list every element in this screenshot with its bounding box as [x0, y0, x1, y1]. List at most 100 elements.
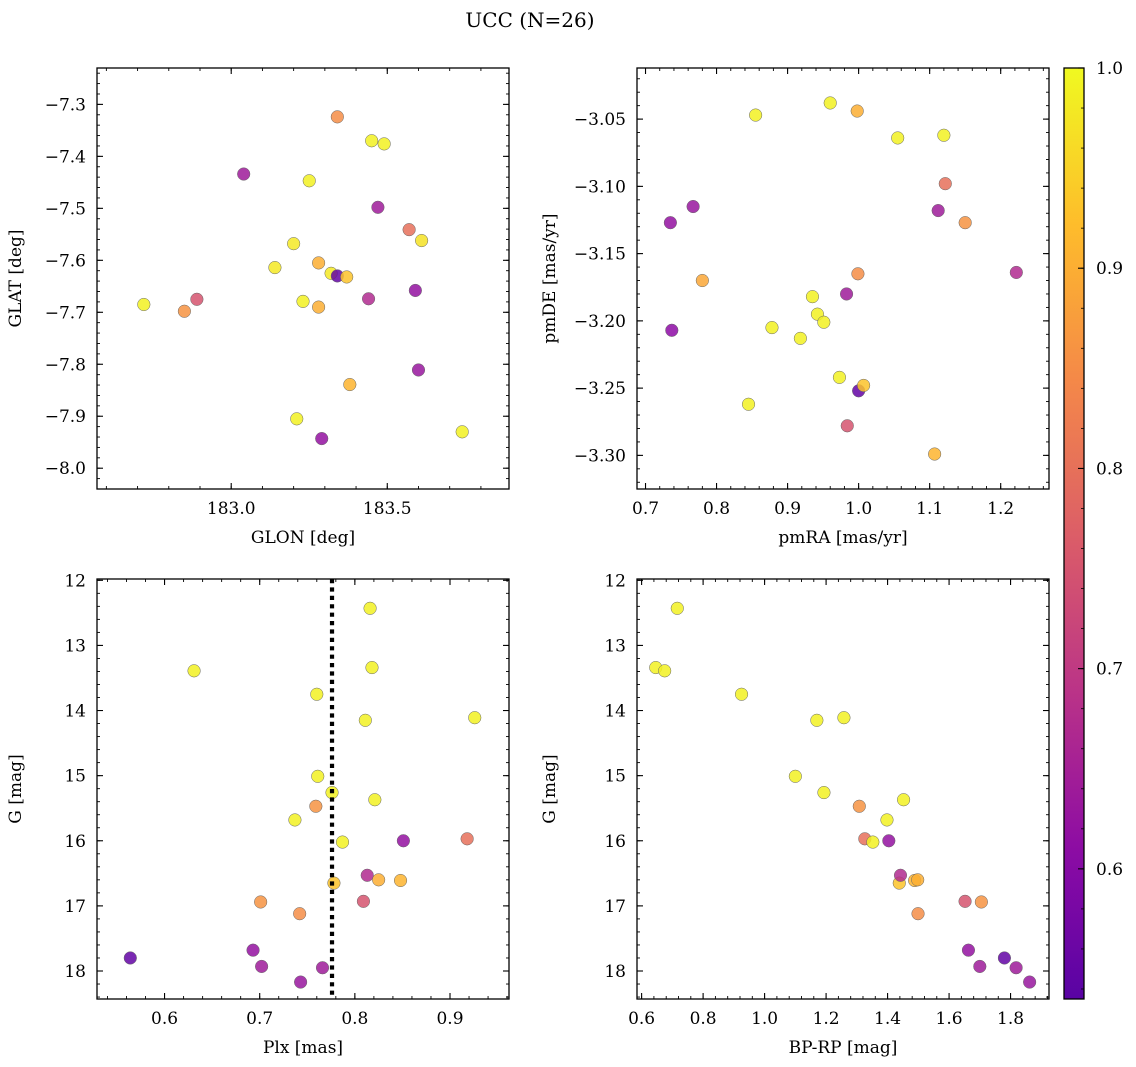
- y-tick-label: 12: [604, 571, 626, 591]
- scatter-point: [663, 216, 677, 230]
- scatter-point: [850, 104, 864, 118]
- scatter-point: [372, 873, 386, 887]
- scatter-point: [866, 835, 880, 849]
- scatter-point: [365, 134, 379, 148]
- scatter-point: [309, 799, 323, 813]
- scatter-point: [665, 323, 679, 337]
- scatter-point: [312, 300, 326, 314]
- scatter-point: [974, 895, 988, 909]
- scatter-point: [340, 270, 354, 284]
- y-tick-label: 16: [64, 832, 86, 852]
- scatter-point: [187, 664, 201, 678]
- y-tick-label: −3.05: [574, 110, 626, 130]
- x-tick-label: 1.8: [997, 1009, 1024, 1029]
- axes-frame: [636, 578, 1050, 1000]
- y-tick-label: −8.0: [45, 459, 86, 479]
- axes-frame: [636, 67, 1050, 490]
- scatter-point: [358, 713, 372, 727]
- scatter-point: [911, 873, 925, 887]
- scatter-point: [377, 137, 391, 151]
- scatter-point: [330, 110, 344, 124]
- y-tick-label: −7.8: [45, 355, 86, 375]
- y-axis-label: GLAT [deg]: [6, 229, 26, 327]
- scatter-point: [361, 292, 376, 306]
- scatter-point: [177, 304, 191, 318]
- y-tick-label: −3.10: [574, 177, 626, 197]
- y-tick-label: −3.25: [574, 379, 626, 399]
- scatter-points: [649, 601, 1037, 989]
- x-tick-label: 0.9: [436, 1009, 463, 1029]
- x-tick-label: 183.5: [363, 499, 412, 519]
- y-tick-label: 14: [604, 702, 626, 722]
- x-axis-label: GLON [deg]: [251, 528, 355, 548]
- scatter-point: [365, 661, 379, 675]
- x-tick-label: 0.8: [703, 499, 730, 519]
- scatter-points: [123, 601, 482, 989]
- scatter-point: [893, 868, 908, 882]
- scatter-point: [686, 199, 700, 214]
- y-tick-label: 15: [64, 767, 86, 787]
- y-tick-label: −7.5: [45, 199, 86, 219]
- axes-frame: [96, 67, 510, 490]
- scatter-point: [190, 292, 204, 306]
- scatter-point: [123, 951, 137, 965]
- scatter-point: [851, 267, 865, 281]
- scatter-point: [1009, 265, 1023, 279]
- y-axis-label: G [mag]: [540, 754, 560, 823]
- scatter-point: [852, 799, 866, 813]
- scatter-point: [343, 377, 357, 392]
- x-tick-label: 0.7: [632, 499, 659, 519]
- scatter-points: [663, 96, 1023, 461]
- x-tick-label: 1.0: [845, 499, 872, 519]
- panel-4: 0.6 0.8 1.0 1.2 1.4 1.6 1.8 12 13 14 15 16 17 18 BP-RP…: [540, 571, 1050, 1058]
- scatter-point: [805, 290, 820, 304]
- scatter-point: [293, 907, 307, 921]
- x-tick-label: 0.7: [246, 1009, 273, 1029]
- scatter-point: [368, 793, 382, 807]
- x-tick-label: 0.9: [774, 499, 801, 519]
- x-axis-label: Plx [mas]: [263, 1038, 343, 1058]
- scatter-points: [137, 110, 469, 446]
- scatter-point: [793, 331, 807, 345]
- x-tick-label: 183.0: [207, 499, 256, 519]
- y-tick-label: −3.20: [574, 312, 626, 332]
- scatter-point: [302, 174, 316, 188]
- scatter-point: [288, 813, 302, 827]
- scatter-point: [460, 832, 474, 846]
- x-tick-label: 0.6: [628, 1009, 655, 1029]
- scatter-point: [312, 256, 326, 270]
- scatter-point: [1009, 961, 1023, 975]
- colorbar-gradient: [1063, 67, 1085, 1000]
- x-tick-label: 1.2: [987, 499, 1014, 519]
- y-tick-label: −7.7: [45, 303, 86, 323]
- scatter-point: [817, 315, 831, 329]
- scatter-point: [402, 223, 416, 237]
- panel-1: 183.0 183.5 −7.3 −7.4 −7.5 −7.6 −7.7 −7.8 −7.9 −8…: [6, 67, 510, 548]
- y-axis-label: pmDE [mas/yr]: [540, 213, 560, 343]
- scatter-point: [670, 601, 684, 615]
- colorbar-tick-label: 0.7: [1096, 660, 1123, 680]
- scatter-point: [396, 834, 410, 848]
- scatter-point: [294, 975, 308, 989]
- scatter-point: [393, 873, 408, 888]
- y-tick-label: 12: [64, 571, 86, 591]
- colorbar: 0.6 0.7 0.8 0.9 1.0: [1063, 59, 1123, 1000]
- scatter-point: [311, 769, 325, 783]
- scatter-point: [411, 363, 426, 377]
- colorbar-tick-label: 0.9: [1096, 259, 1123, 279]
- scatter-point: [408, 283, 422, 298]
- scatter-point: [741, 397, 756, 411]
- scatter-point: [891, 131, 905, 145]
- scatter-point: [287, 237, 301, 251]
- x-tick-label: 0.6: [151, 1009, 178, 1029]
- scatter-point: [857, 378, 871, 392]
- scatter-point: [810, 713, 824, 727]
- scatter-point: [268, 261, 282, 275]
- x-axis-label: pmRA [mas/yr]: [778, 528, 907, 548]
- scatter-point: [246, 943, 260, 957]
- scatter-point: [296, 294, 310, 308]
- scatter-point: [788, 769, 802, 783]
- x-tick-label: 0.8: [341, 1009, 368, 1029]
- y-tick-label: 17: [64, 897, 86, 917]
- scatter-point: [928, 447, 942, 461]
